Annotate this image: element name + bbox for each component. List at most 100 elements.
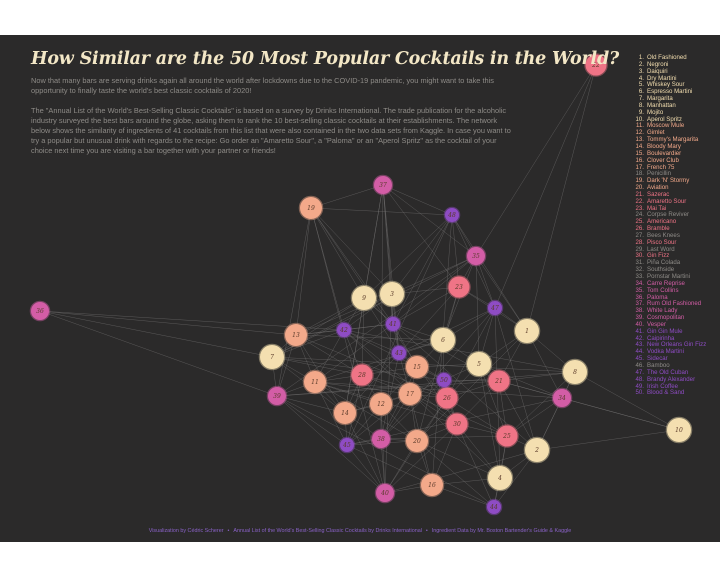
cocktail-node: 25 (495, 424, 519, 448)
cocktail-node: 21 (487, 369, 511, 393)
cocktail-node-label: 37 (379, 182, 387, 189)
description-text: The "Annual List of the World's Best-Sel… (31, 106, 511, 155)
legend-item: 41. Gin Gin Mule (631, 328, 719, 336)
cocktail-node-label: 22 (591, 62, 600, 69)
legend-item: 32. Southside (631, 266, 719, 274)
cocktail-node: 19 (298, 195, 324, 221)
cocktail-node-circle (29, 300, 51, 322)
legend-cocktail-name: Old Fashioned (647, 54, 687, 61)
cocktail-node-circle (368, 391, 394, 417)
cocktail-node-circle (486, 464, 514, 492)
cocktail-node-circle (338, 436, 356, 454)
cocktail-node-circle (266, 385, 288, 407)
legend-rank: 12. (635, 129, 644, 137)
similarity-edge (382, 184, 453, 216)
legend-item: 36. Paloma (631, 294, 719, 302)
similarity-edge (39, 310, 273, 358)
cocktail-node-label: 30 (453, 421, 461, 428)
similarity-edge (384, 423, 458, 494)
cocktail-node: 20 (404, 428, 430, 454)
legend-rank: 33. (635, 273, 644, 280)
similarity-edge (498, 380, 538, 451)
legend-rank: 32. (635, 266, 644, 274)
cocktail-node-circle (523, 436, 551, 464)
legend-item: 10. Aperol Spritz (631, 115, 719, 124)
cocktail-node: 2 (523, 436, 551, 464)
cocktail-node: 30 (445, 412, 469, 436)
legend-cocktail-name: Southside (647, 266, 675, 274)
legend-rank: 14. (635, 142, 644, 150)
cocktail-node-label: 1 (525, 328, 529, 335)
similarity-edge (384, 449, 538, 494)
cocktail-node-circle (332, 400, 358, 426)
legend-item: 40. Vesper (631, 321, 719, 329)
cocktail-node-circle (384, 315, 402, 333)
legend-cocktail-name: Daiquiri (647, 67, 668, 75)
cocktail-node-circle (390, 344, 408, 362)
legend-cocktail-name: Aperol Spritz (647, 115, 682, 123)
similarity-edge (295, 334, 448, 399)
similarity-edge (526, 64, 597, 332)
legend-cocktail-name: Irish Coffee (647, 382, 679, 390)
legend-item: 38. White Lady (631, 307, 719, 315)
similarity-edge (380, 307, 496, 440)
similarity-edge (363, 214, 453, 299)
legend-cocktail-name: Bramble (647, 225, 670, 233)
legend-cocktail-name: Dry Martini (647, 74, 677, 82)
legend-rank: 3. (638, 67, 644, 75)
legend-item: 28. Pisco Sour (631, 239, 719, 247)
similarity-edge (346, 444, 433, 486)
legend-rank: 39. (635, 314, 644, 322)
cocktail-node-label: 38 (377, 436, 385, 443)
cocktail-node: 36 (29, 300, 51, 322)
cocktail-nodes: 1234567891011121314151617192021222325262… (29, 53, 693, 516)
cocktail-node-circle (372, 174, 394, 196)
legend-cocktail-name: New Orleans Gin Fizz (647, 341, 707, 349)
cocktail-node-circle (370, 428, 392, 450)
legend-item: 42. Caipirinha (631, 334, 719, 343)
legend-rank: 6. (638, 88, 644, 96)
cocktail-node: 26 (435, 386, 459, 410)
legend-cocktail-name: Piña Colada (647, 259, 681, 267)
cocktail-node-circle (258, 343, 286, 371)
similarity-edge (295, 297, 365, 336)
similarity-edge (343, 329, 400, 354)
legend-item: 49. Irish Coffee (631, 382, 719, 391)
similarity-edge (343, 329, 458, 425)
cocktail-node: 50 (435, 371, 453, 389)
cocktail-node-circle (397, 381, 423, 407)
legend-item: 15. Boulevardier (631, 150, 719, 158)
similarity-edge (343, 329, 418, 368)
cocktail-node: 4 (486, 464, 514, 492)
legend-item: 1. Old Fashioned (631, 54, 719, 62)
cocktail-node: 44 (485, 498, 503, 516)
similarity-edge (380, 379, 445, 440)
legend-cocktail-name: Bamboo (647, 361, 670, 369)
cocktail-node: 7 (258, 343, 286, 371)
legend-cocktail-name: Gin Fizz (647, 252, 670, 260)
legend-item: 30. Gin Fizz (631, 253, 719, 260)
similarity-edge (536, 371, 576, 451)
legend-cocktail-name: Americano (647, 218, 677, 226)
cocktail-node: 22 (584, 53, 608, 77)
cocktail-node-label: 4 (497, 475, 502, 482)
similarity-edge (475, 64, 597, 257)
figure-panel: 1 2 3 4 5 6 7 8 9 10 11 12 13 14 15 16 17 19 20 21 22 23 25 26 2… (0, 35, 720, 542)
cocktail-node-label: 17 (406, 391, 414, 398)
legend-cocktail-name: Blood & Sand (647, 389, 685, 397)
cocktail-node-label: 19 (307, 205, 315, 212)
page-title: How Similar are the 50 Most Popular Cock… (31, 49, 620, 69)
similarity-edge (343, 329, 576, 373)
cocktail-node: 28 (350, 363, 374, 387)
legend-rank: 17. (635, 163, 644, 171)
cocktail-node-label: 40 (380, 490, 389, 497)
similarity-edge (295, 207, 312, 336)
legend-rank: 50. (635, 389, 644, 397)
cocktail-node-label: 25 (502, 433, 511, 440)
legend-rank: 42. (635, 334, 644, 342)
similarity-edge (392, 286, 460, 325)
similarity-edge (392, 255, 477, 325)
cocktail-node-label: 12 (377, 401, 385, 408)
similarity-edge (271, 329, 345, 358)
cocktail-node-label: 10 (675, 427, 683, 434)
